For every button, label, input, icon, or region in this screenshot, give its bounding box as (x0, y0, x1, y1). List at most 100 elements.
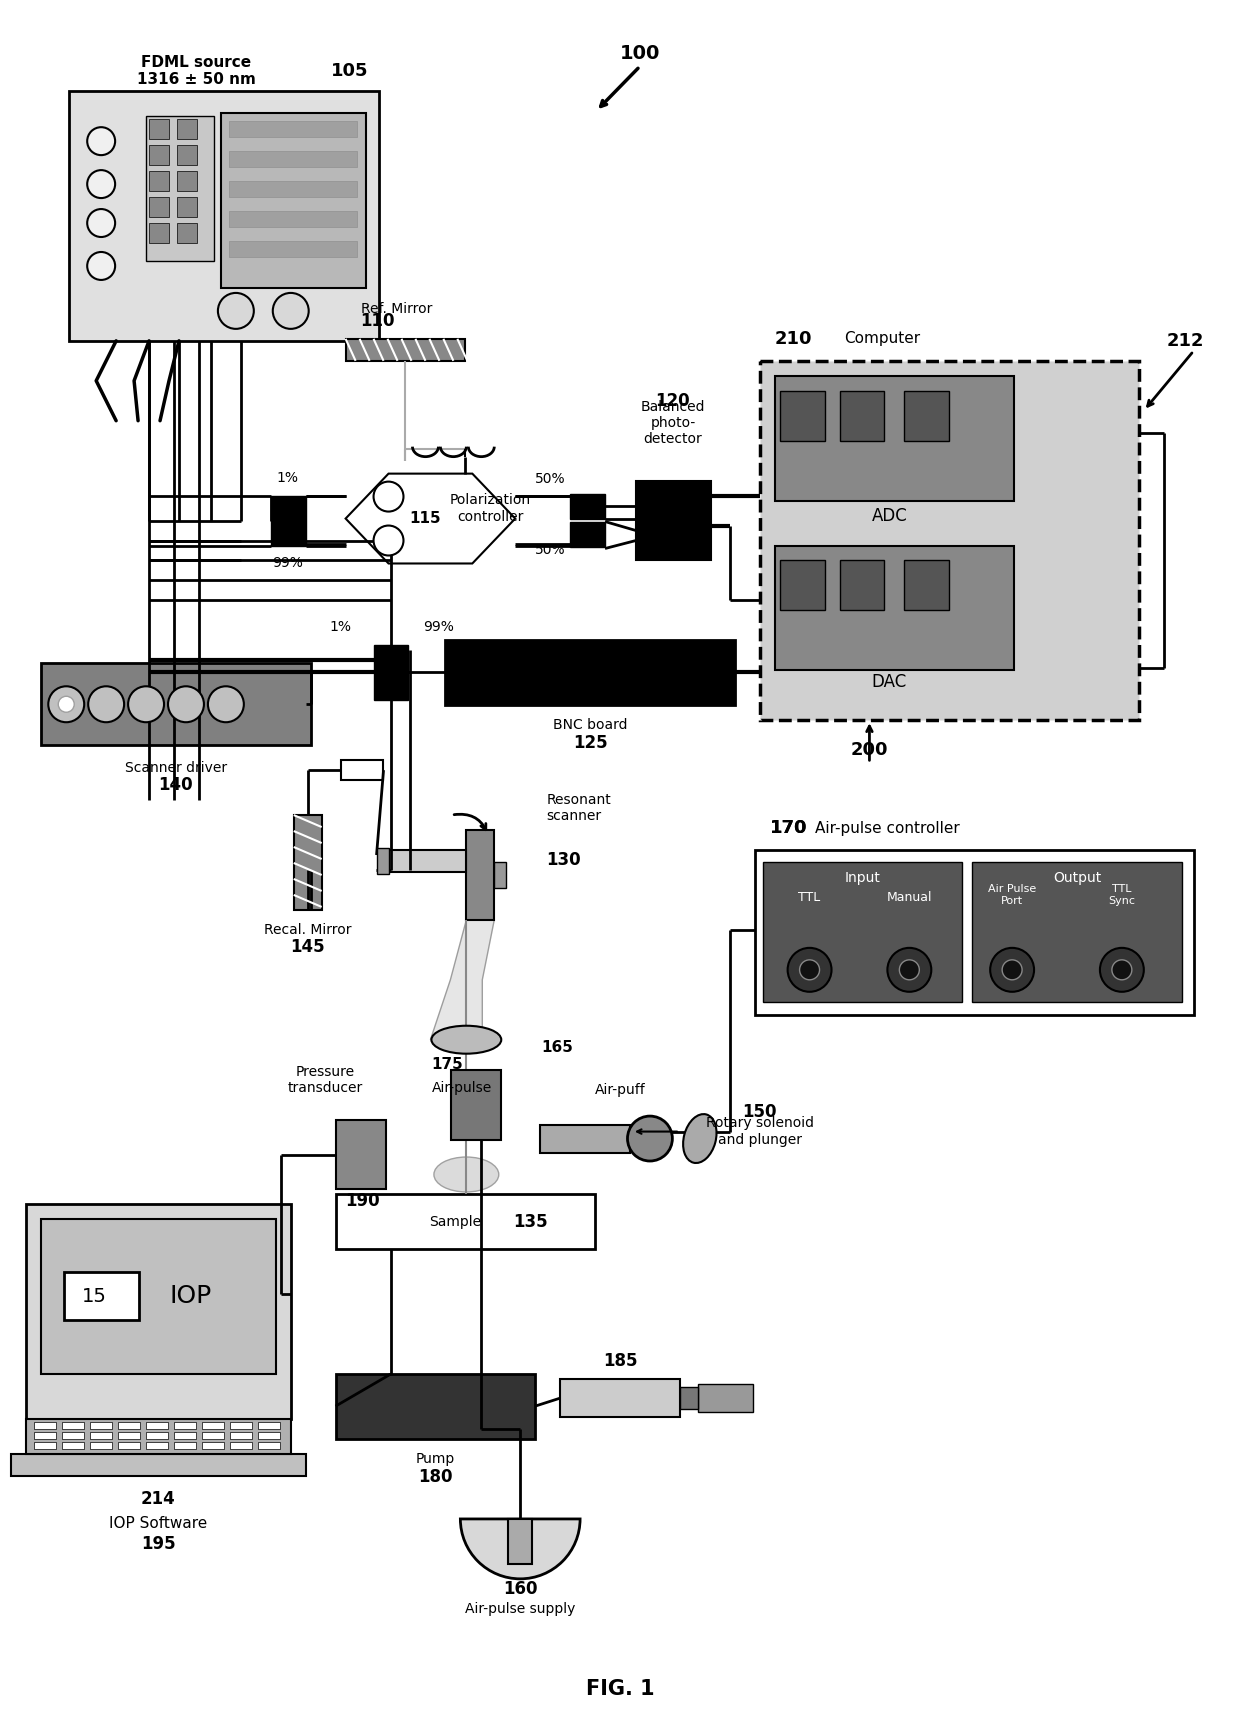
Bar (466, 830, 495, 920)
Text: 125: 125 (573, 734, 608, 753)
Bar (775, 376, 1014, 501)
Bar (26, 1204, 290, 1420)
Circle shape (899, 960, 919, 980)
Ellipse shape (432, 1025, 501, 1054)
Bar (202, 1421, 224, 1428)
Bar (755, 849, 1194, 1015)
Bar (258, 1421, 280, 1428)
Bar (508, 1520, 532, 1564)
Text: Air-pulse: Air-pulse (432, 1080, 492, 1094)
Text: 140: 140 (159, 775, 193, 794)
Bar (118, 1421, 140, 1428)
Bar (91, 1421, 112, 1428)
Bar (146, 115, 215, 260)
Circle shape (58, 696, 74, 712)
Circle shape (167, 686, 203, 722)
Bar (680, 1387, 698, 1409)
Ellipse shape (434, 1158, 498, 1192)
Text: 105: 105 (331, 62, 368, 81)
Text: Input: Input (844, 870, 880, 886)
Bar (146, 1442, 167, 1449)
Text: 1%: 1% (277, 470, 299, 484)
Circle shape (373, 482, 403, 512)
Bar (149, 119, 169, 140)
Bar (69, 91, 378, 341)
Text: FIG. 1: FIG. 1 (585, 1678, 655, 1699)
Bar (91, 1432, 112, 1439)
Circle shape (800, 960, 820, 980)
Bar (495, 862, 506, 887)
Bar (118, 1432, 140, 1439)
Text: 50%: 50% (534, 543, 565, 557)
Ellipse shape (683, 1115, 717, 1163)
Bar (839, 391, 884, 441)
Bar (570, 493, 605, 519)
Bar (698, 1384, 753, 1413)
Text: Air-pulse controller: Air-pulse controller (815, 820, 960, 836)
Bar (904, 391, 950, 441)
Bar (839, 560, 884, 610)
Bar (336, 1194, 595, 1249)
Bar (377, 848, 388, 874)
Bar (35, 1421, 56, 1428)
Text: 120: 120 (656, 391, 691, 410)
Text: 130: 130 (546, 851, 580, 868)
Text: Sample: Sample (429, 1215, 481, 1230)
Bar (62, 1432, 84, 1439)
Text: Air-pulse supply: Air-pulse supply (465, 1602, 575, 1616)
Bar (202, 1432, 224, 1439)
Text: Scanner driver: Scanner driver (125, 762, 227, 775)
Circle shape (1002, 960, 1022, 980)
Bar (149, 171, 169, 191)
Bar (373, 646, 408, 700)
Bar (270, 496, 306, 546)
Text: 180: 180 (418, 1468, 453, 1485)
Bar (780, 391, 825, 441)
Text: Output: Output (1053, 870, 1101, 886)
Circle shape (87, 208, 115, 238)
Bar (229, 210, 357, 227)
Wedge shape (460, 1520, 580, 1578)
Text: ADC: ADC (872, 507, 908, 524)
Circle shape (87, 252, 115, 279)
Ellipse shape (627, 1117, 672, 1161)
Bar (174, 1421, 196, 1428)
Bar (177, 119, 197, 140)
Bar (570, 522, 605, 546)
Text: IOP: IOP (170, 1284, 212, 1308)
Bar (382, 849, 466, 872)
Circle shape (888, 948, 931, 992)
Bar (445, 641, 735, 705)
Bar (146, 1421, 167, 1428)
Text: 200: 200 (851, 741, 888, 760)
Bar (541, 1125, 630, 1153)
Circle shape (1100, 948, 1143, 992)
Bar (294, 815, 321, 910)
Text: BNC board: BNC board (553, 718, 627, 732)
Bar (118, 1442, 140, 1449)
Text: IOP Software: IOP Software (109, 1516, 207, 1532)
Bar (229, 152, 357, 167)
FancyBboxPatch shape (760, 360, 1138, 720)
Text: 145: 145 (290, 937, 325, 956)
Bar (174, 1442, 196, 1449)
Text: 135: 135 (513, 1213, 548, 1232)
Circle shape (87, 128, 115, 155)
Text: 99%: 99% (423, 620, 454, 634)
Text: 150: 150 (743, 1103, 777, 1120)
Bar (229, 121, 357, 138)
Circle shape (991, 948, 1034, 992)
Text: 175: 175 (432, 1058, 464, 1072)
Bar (149, 145, 169, 165)
Text: 185: 185 (603, 1353, 637, 1370)
Bar (62, 1421, 84, 1428)
Bar (174, 1432, 196, 1439)
Text: 165: 165 (541, 1041, 573, 1054)
Text: 15: 15 (82, 1287, 107, 1306)
Bar (91, 1442, 112, 1449)
Text: 210: 210 (775, 329, 812, 348)
Text: Pressure
transducer: Pressure transducer (288, 1065, 363, 1094)
Circle shape (48, 686, 84, 722)
Bar (763, 862, 962, 1001)
Circle shape (208, 686, 244, 722)
